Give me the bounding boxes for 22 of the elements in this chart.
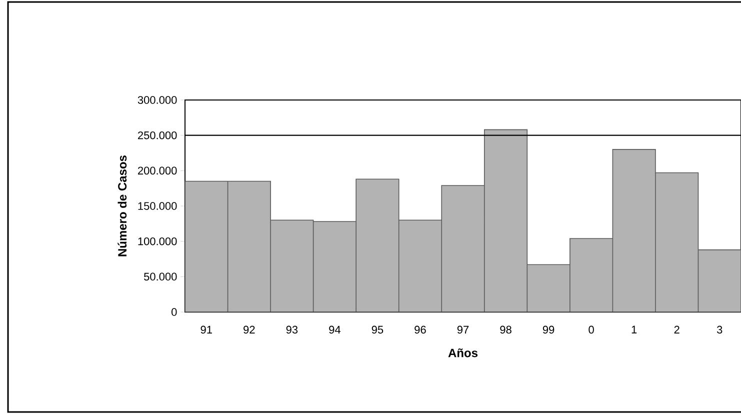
x-axis-title: Años [448, 348, 478, 358]
x-tick-label: 92 [244, 326, 255, 334]
y-tick-label: 250.000 [138, 131, 177, 140]
x-tick-label: 96 [414, 326, 426, 334]
x-tick-label: 0 [588, 326, 594, 334]
x-tick-label: 99 [542, 326, 554, 334]
y-tick-label: 0 [172, 308, 177, 316]
y-tick-label: 200.000 [138, 166, 177, 175]
x-tick-label: 95 [372, 326, 384, 334]
y-tick-label: 100.000 [138, 237, 177, 246]
x-tick-label: 91 [200, 326, 212, 334]
y-tick-label: 150.000 [138, 202, 177, 210]
x-tick-label: 2 [674, 326, 680, 334]
y-axis-title: Número de Casos [118, 155, 127, 256]
y-tick-label: 50.000 [144, 272, 177, 281]
x-tick-label: 98 [500, 326, 512, 334]
x-tick-label: 3 [716, 326, 722, 334]
y-tick-label: 300.000 [138, 96, 177, 104]
x-tick-label: 93 [286, 326, 298, 334]
x-tick-label: 97 [457, 326, 469, 334]
x-tick-label: 1 [632, 326, 637, 334]
x-tick-label: 94 [329, 326, 340, 334]
